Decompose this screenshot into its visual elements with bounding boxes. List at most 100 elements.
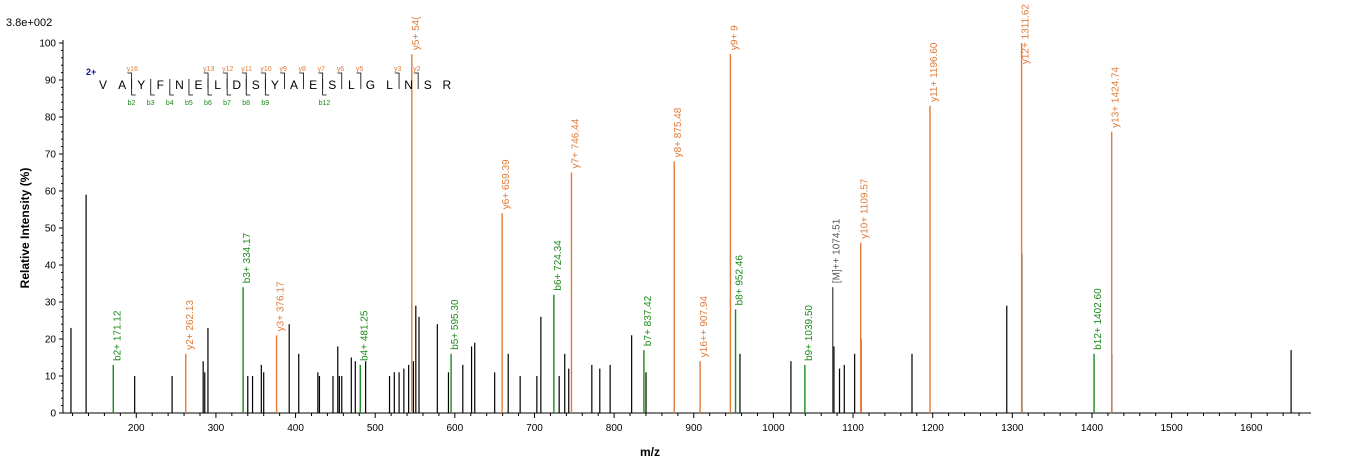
x-tick-label: 300 bbox=[208, 423, 225, 434]
y-tick-label: 10 bbox=[45, 372, 57, 383]
residue-letter: N bbox=[404, 78, 413, 92]
peak-label: y10+ 1109.57 bbox=[860, 178, 871, 239]
x-tick-label: 1500 bbox=[1161, 423, 1184, 434]
b-fragment-bracket bbox=[131, 79, 136, 96]
peaks-layer: b2+ 171.12 y2+ 262.13 b3+ 334.17 y3+ 376.17… bbox=[70, 4, 1292, 413]
residue-letter: N bbox=[175, 78, 184, 92]
y-tick-label: 30 bbox=[45, 298, 57, 309]
y-fragment-bracket bbox=[318, 72, 324, 89]
x-tick-label: 600 bbox=[446, 423, 463, 434]
y-fragment-label: y7 bbox=[318, 66, 326, 73]
peak-label: y7+ 746.44 bbox=[570, 118, 581, 168]
b-fragment-label: b7 bbox=[223, 100, 231, 107]
x-tick-label: 700 bbox=[526, 423, 543, 434]
peak-label: b4+ 481.25 bbox=[359, 310, 370, 361]
residue-letter: R bbox=[442, 78, 451, 92]
intensity-scale-label: 3.8e+002 bbox=[6, 17, 52, 29]
residue-letter: A bbox=[290, 78, 298, 92]
residue-letter: G bbox=[366, 78, 375, 92]
b-fragment-bracket bbox=[188, 79, 193, 96]
peak-label: b7+ 837.42 bbox=[643, 295, 654, 346]
y-fragment-label: y11 bbox=[241, 66, 252, 73]
residue-letter: L bbox=[386, 78, 393, 92]
b-fragment-bracket bbox=[322, 79, 327, 96]
y-fragment-bracket bbox=[395, 72, 400, 89]
axes: 0 10 20 30 40 50 60 70 80 90 100 200 300 400 500 600 700… bbox=[39, 39, 1311, 434]
y-fragment-label: y16 bbox=[127, 66, 138, 73]
x-tick-label: 400 bbox=[287, 423, 304, 434]
peak-label: b12+ 1402.60 bbox=[1093, 288, 1104, 350]
peak-label: b2+ 171.12 bbox=[112, 310, 123, 361]
y-fragment-label: y5 bbox=[356, 66, 364, 73]
y-fragment-label: y8 bbox=[299, 66, 307, 73]
y-fragment-bracket bbox=[223, 72, 228, 89]
peak-label: b5+ 595.30 bbox=[450, 299, 461, 350]
residue-letter: D bbox=[232, 78, 241, 92]
y-fragment-label: y3 bbox=[394, 66, 402, 73]
y-fragment-bracket bbox=[280, 72, 285, 89]
x-tick-label: 1300 bbox=[1001, 423, 1024, 434]
residue-letter: S bbox=[252, 78, 260, 92]
b-fragment-bracket bbox=[226, 79, 232, 96]
y-fragment-label: y6 bbox=[337, 66, 345, 73]
x-tick-label: 1000 bbox=[762, 423, 785, 434]
b-fragment-bracket bbox=[245, 79, 251, 96]
peak-label: y3+ 376.17 bbox=[276, 281, 287, 331]
peak-label: y16++ 907.94 bbox=[699, 296, 710, 358]
residue-letter: S bbox=[424, 78, 432, 92]
y-tick-label: 80 bbox=[45, 113, 57, 124]
y-fragment-bracket bbox=[337, 72, 343, 89]
b-fragment-label: b2 bbox=[128, 100, 136, 107]
y-fragment-label: y10 bbox=[260, 66, 271, 73]
b-fragment-label: b5 bbox=[185, 100, 193, 107]
y-tick-label: 0 bbox=[50, 409, 56, 420]
residue-letter: L bbox=[348, 78, 355, 92]
peak-label: y8+ 875.48 bbox=[673, 107, 684, 157]
y-fragment-bracket bbox=[127, 72, 133, 89]
b-fragment-label: b6 bbox=[204, 100, 212, 107]
b-fragment-label: b8 bbox=[242, 100, 250, 107]
y-fragment-bracket bbox=[261, 72, 266, 89]
peak-label: y12+ 1311.62 bbox=[1021, 4, 1032, 65]
peak-label: y5+ 54( bbox=[411, 16, 422, 50]
y-tick-label: 60 bbox=[45, 187, 57, 198]
b-fragment-bracket bbox=[264, 79, 270, 96]
peak-label: y11+ 1196.60 bbox=[929, 42, 940, 102]
b-fragment-bracket bbox=[169, 79, 174, 96]
y-tick-label: 50 bbox=[45, 224, 57, 235]
b-fragment-bracket bbox=[207, 79, 213, 96]
residue-letter: Y bbox=[137, 78, 145, 92]
y-fragment-label: y13 bbox=[203, 66, 214, 73]
peak-label: b8+ 952.46 bbox=[735, 255, 746, 306]
y-fragment-bracket bbox=[242, 72, 247, 89]
peak-label: [M]++ 1074.51 bbox=[832, 218, 843, 283]
y-fragment-label: y2 bbox=[413, 66, 421, 73]
residue-letter: A bbox=[118, 78, 126, 92]
y-tick-label: 40 bbox=[45, 261, 57, 272]
y-axis-title: Relative Intensity (%) bbox=[18, 168, 32, 289]
residue-letter: S bbox=[328, 78, 336, 92]
x-tick-label: 1400 bbox=[1081, 423, 1104, 434]
y-tick-label: 70 bbox=[45, 150, 57, 161]
x-tick-label: 500 bbox=[367, 423, 384, 434]
y-tick-label: 100 bbox=[39, 39, 56, 50]
residue-letter: E bbox=[194, 78, 202, 92]
peak-label: y2+ 262.13 bbox=[185, 300, 196, 350]
peak-label: b6+ 724.34 bbox=[553, 240, 564, 291]
y-fragment-bracket bbox=[299, 72, 304, 89]
y-fragment-label: y9 bbox=[279, 66, 287, 73]
b-fragment-label: b9 bbox=[261, 100, 269, 107]
x-axis-title: m/z bbox=[640, 445, 660, 459]
peptide-charge: 2+ bbox=[86, 67, 96, 77]
y-fragment-label: y12 bbox=[222, 66, 233, 73]
y-tick-label: 90 bbox=[45, 76, 57, 87]
residue-letter: V bbox=[99, 78, 107, 92]
b-fragment-label: b4 bbox=[166, 100, 174, 107]
x-tick-label: 1100 bbox=[842, 423, 864, 434]
b-fragment-label: b3 bbox=[147, 100, 155, 107]
x-tick-label: 1600 bbox=[1240, 423, 1263, 434]
residue-letter: L bbox=[214, 78, 221, 92]
y-tick-label: 20 bbox=[45, 335, 57, 346]
